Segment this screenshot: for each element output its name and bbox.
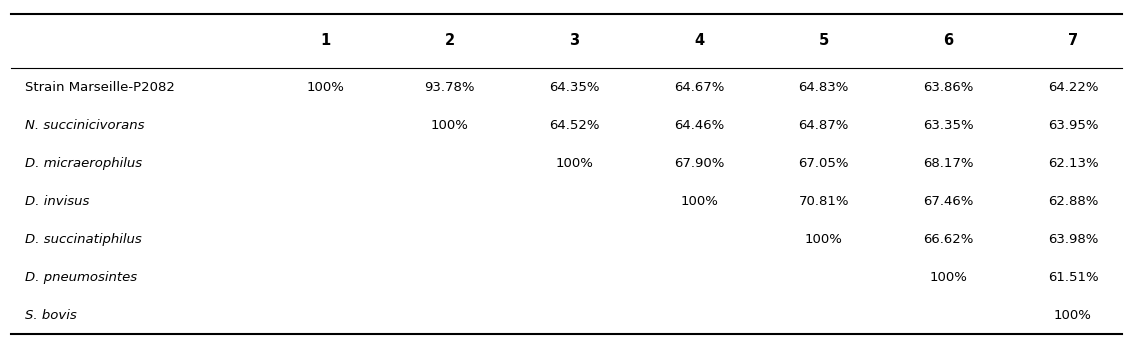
Text: D. micraerophilus: D. micraerophilus xyxy=(25,157,142,170)
Text: D. succinatiphilus: D. succinatiphilus xyxy=(25,233,142,246)
Text: 100%: 100% xyxy=(431,119,469,132)
Text: 2: 2 xyxy=(445,33,454,48)
Text: 68.17%: 68.17% xyxy=(923,157,973,170)
Text: 100%: 100% xyxy=(929,271,968,284)
Text: 7: 7 xyxy=(1068,33,1077,48)
Text: 62.88%: 62.88% xyxy=(1048,195,1098,208)
Text: 67.05%: 67.05% xyxy=(799,157,849,170)
Text: 61.51%: 61.51% xyxy=(1048,271,1098,284)
Text: 63.86%: 63.86% xyxy=(923,81,973,94)
Text: 100%: 100% xyxy=(1054,309,1092,322)
Text: 64.22%: 64.22% xyxy=(1048,81,1098,94)
Text: 67.90%: 67.90% xyxy=(674,157,724,170)
Text: 4: 4 xyxy=(695,33,704,48)
Text: 64.83%: 64.83% xyxy=(799,81,849,94)
Text: 62.13%: 62.13% xyxy=(1048,157,1098,170)
Text: 5: 5 xyxy=(818,33,829,48)
Text: D. pneumosintes: D. pneumosintes xyxy=(25,271,137,284)
Text: 63.35%: 63.35% xyxy=(923,119,973,132)
Text: 100%: 100% xyxy=(804,233,843,246)
Text: 64.35%: 64.35% xyxy=(550,81,599,94)
Text: 1: 1 xyxy=(320,33,331,48)
Text: Strain Marseille-P2082: Strain Marseille-P2082 xyxy=(25,81,174,94)
Text: 67.46%: 67.46% xyxy=(923,195,973,208)
Text: 100%: 100% xyxy=(306,81,344,94)
Text: 100%: 100% xyxy=(555,157,594,170)
Text: 64.52%: 64.52% xyxy=(550,119,599,132)
Text: S. bovis: S. bovis xyxy=(25,309,77,322)
Text: 64.46%: 64.46% xyxy=(674,119,724,132)
Text: 93.78%: 93.78% xyxy=(425,81,475,94)
Text: 66.62%: 66.62% xyxy=(923,233,973,246)
Text: 100%: 100% xyxy=(680,195,718,208)
Text: 6: 6 xyxy=(944,33,953,48)
Text: 63.95%: 63.95% xyxy=(1048,119,1098,132)
Text: 3: 3 xyxy=(570,33,579,48)
Text: 63.98%: 63.98% xyxy=(1048,233,1098,246)
Text: 64.67%: 64.67% xyxy=(674,81,724,94)
Text: 64.87%: 64.87% xyxy=(799,119,849,132)
Text: D. invisus: D. invisus xyxy=(25,195,90,208)
Text: N. succinicivorans: N. succinicivorans xyxy=(25,119,144,132)
Text: 70.81%: 70.81% xyxy=(799,195,849,208)
